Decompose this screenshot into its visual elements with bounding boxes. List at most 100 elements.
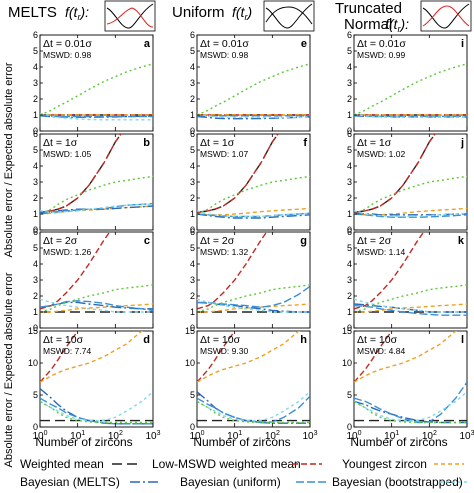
x-tick-label: 101: [227, 430, 242, 442]
series-group: [40, 331, 153, 425]
column-header-formula-sub: r: [244, 12, 248, 22]
x-tick-label: 103: [145, 430, 160, 442]
column-header-text2: Normal: [344, 16, 392, 33]
series-group: [197, 63, 310, 120]
panel-letter: a: [144, 38, 151, 50]
panel-frame: [39, 330, 154, 428]
column-header-formula-end: ): [245, 4, 252, 20]
y-tick-label: 5: [347, 46, 352, 56]
series-line-2: [354, 232, 425, 310]
y-tick-label: 1: [347, 307, 352, 317]
column-header-melts: MELTS f(tr):: [8, 0, 156, 32]
panel-mswd-label: MSWD: 7.74: [43, 346, 91, 356]
y-tick-label: 6: [347, 129, 352, 139]
panel-frame: [196, 330, 311, 428]
panel-mswd-label: MSWD: 0.98: [200, 50, 248, 60]
y-tick-label: 15: [28, 326, 38, 336]
column-header-formula: f(t: [65, 4, 79, 20]
series-line-2: [40, 134, 122, 214]
series-line-3: [40, 331, 144, 383]
x-tick-labels: 100 101 102 103 100 101 102 103 100 101 102 103: [32, 430, 474, 442]
series-line-6: [354, 210, 467, 218]
y-tick-label: 3: [33, 275, 38, 285]
x-axis-label: Number of zircons: [350, 435, 447, 449]
series-group: [197, 331, 310, 424]
column-header-uniform: Uniform f(tr): [172, 0, 315, 32]
y-tick-label: 2: [190, 193, 195, 203]
distribution-icon-melts: [104, 0, 156, 32]
panel-letter: d: [143, 334, 150, 346]
series-line-2: [40, 232, 111, 310]
y-tick-label: 1: [347, 110, 352, 120]
panel-mswd-label: MSWD: 4.84: [357, 346, 405, 356]
series-line-6: [40, 391, 153, 422]
panel-dt-label: Δt = 10σ: [43, 334, 84, 346]
y-tick-label: 5: [190, 145, 195, 155]
x-tick-label: 103: [459, 430, 474, 442]
panel-dt-label: Δt = 1σ: [43, 137, 78, 149]
y-tick-label: 0: [190, 126, 195, 136]
panel-dt-label: Δt = 2σ: [200, 235, 235, 247]
y-tick-label: 1: [33, 209, 38, 219]
svg-text:f(tr): f(tr): [232, 4, 252, 22]
series-line-2: [354, 134, 436, 214]
y-tick-label: 0: [347, 225, 352, 235]
series-line-6: [197, 391, 310, 422]
series-line-5: [354, 381, 467, 424]
series-line-7: [40, 63, 153, 116]
svg-text:f(tr):: f(tr):: [385, 16, 409, 34]
x-axis-label: Number of zircons: [193, 435, 290, 449]
x-tick-label: 102: [108, 430, 123, 442]
y-axis-label-bottom: Absolute error / Expected absolute error: [3, 272, 15, 467]
y-tick-label: 0: [190, 323, 195, 333]
y-tick-label: 1: [190, 209, 195, 219]
y-tick-label: 0: [347, 323, 352, 333]
series-line-6: [354, 113, 467, 118]
y-tick-label: 0: [33, 126, 38, 136]
y-tick-label: 2: [190, 94, 195, 104]
series-group: [40, 134, 153, 215]
distribution-icon-truncnormal: [420, 0, 472, 32]
y-tick-label: 10: [342, 358, 352, 368]
y-tick-label: 15: [185, 326, 195, 336]
svg-text:f(tr):: f(tr):: [65, 4, 89, 22]
series-group: [40, 63, 153, 121]
series-line-1: [40, 134, 122, 214]
x-axis-label: Number of zircons: [35, 435, 132, 449]
y-tick-label: 0: [347, 422, 352, 432]
panel-letter: e: [301, 38, 307, 50]
series-line-7: [40, 284, 153, 313]
panel-mswd-label: MSWD: 0.99: [357, 50, 405, 60]
series-line-6: [40, 203, 153, 214]
y-tick-label: 2: [190, 291, 195, 301]
y-tick-label: 6: [347, 30, 352, 40]
series-line-7: [354, 63, 467, 116]
y-tick-label: 10: [28, 358, 38, 368]
panel-dt-label: Δt = 10σ: [357, 334, 398, 346]
series-line-3: [197, 331, 301, 383]
series-line-6: [197, 113, 310, 119]
y-tick-label: 1: [190, 110, 195, 120]
x-tick-label: 102: [265, 430, 280, 442]
y-tick-label: 4: [190, 62, 195, 72]
y-tick-label: 0: [190, 225, 195, 235]
y-tick-label: 1: [33, 110, 38, 120]
y-tick-label: 4: [190, 161, 195, 171]
y-tick-label: 2: [347, 94, 352, 104]
series-group: [354, 232, 467, 316]
column-header-text: Uniform: [172, 4, 225, 21]
series-line-7: [354, 400, 467, 424]
panel-frame: [39, 133, 154, 231]
panel-letter: l: [461, 334, 464, 346]
series-group: [197, 232, 310, 313]
y-tick-label: 3: [347, 78, 352, 88]
panel-letter: k: [458, 235, 465, 247]
panel-dt-label: Δt = 0.01σ: [200, 38, 249, 50]
panel-letter: b: [143, 137, 150, 149]
series-group: [354, 134, 467, 218]
y-tick-label: 5: [33, 390, 38, 400]
